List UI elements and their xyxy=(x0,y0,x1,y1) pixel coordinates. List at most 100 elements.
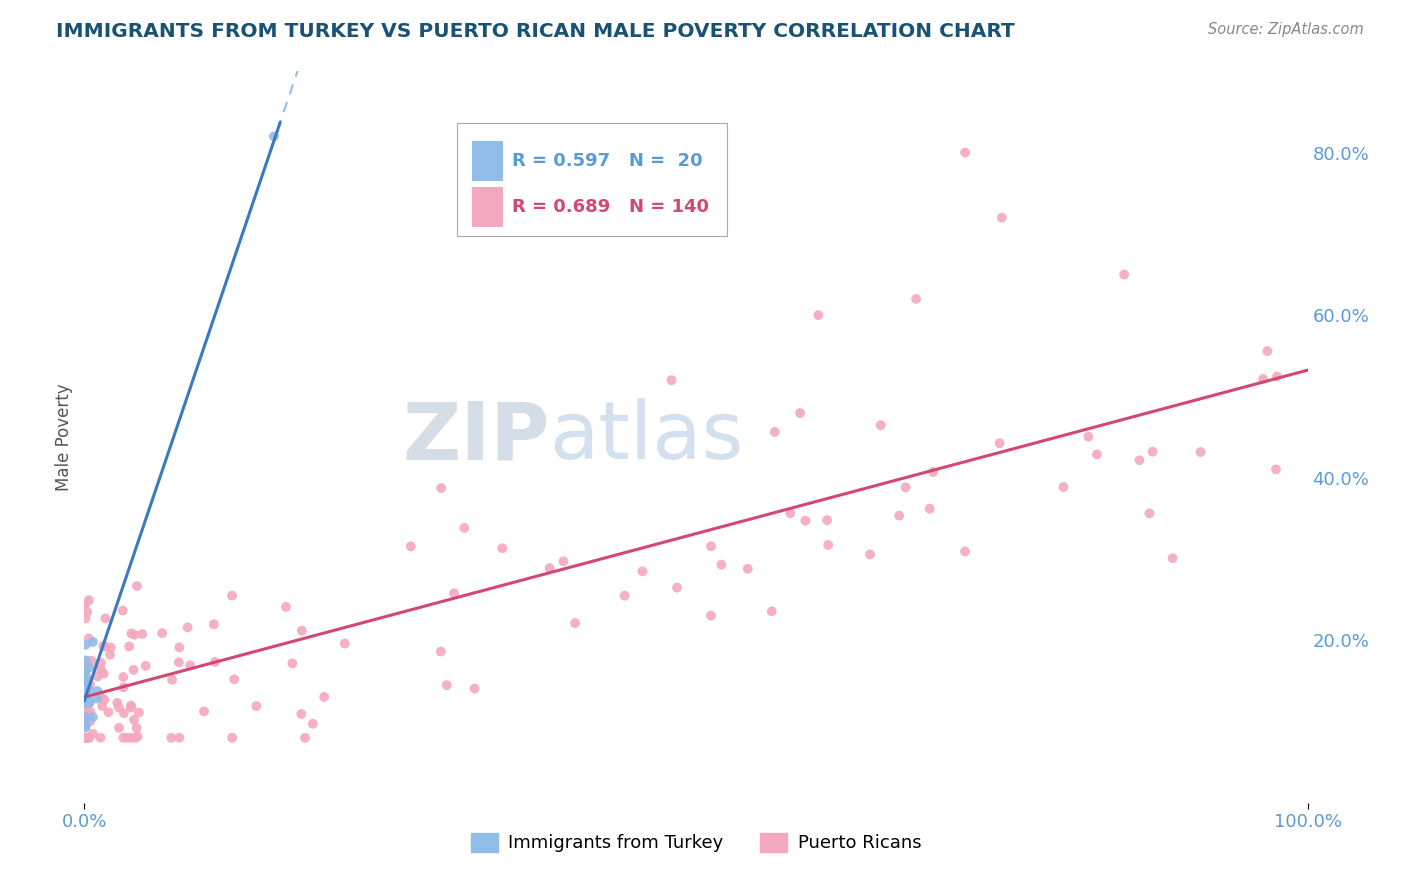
Point xyxy=(120,700,142,714)
Point xyxy=(453,521,475,535)
Point xyxy=(761,604,783,618)
Point xyxy=(77,654,100,668)
Point xyxy=(245,698,267,713)
Point xyxy=(905,292,928,306)
Point xyxy=(94,640,117,654)
Point xyxy=(333,637,356,651)
Point xyxy=(1189,445,1212,459)
Point xyxy=(93,666,115,681)
Point xyxy=(1161,551,1184,566)
Point xyxy=(125,721,148,735)
Point xyxy=(75,709,97,723)
Point xyxy=(202,617,225,632)
Point xyxy=(75,611,97,625)
Point xyxy=(150,626,173,640)
Point xyxy=(75,731,97,745)
Point xyxy=(443,586,465,600)
Point xyxy=(75,731,97,745)
Point xyxy=(294,731,316,745)
Point xyxy=(763,425,786,439)
Point xyxy=(160,731,183,745)
Point xyxy=(859,548,882,562)
Point xyxy=(75,660,97,674)
Point xyxy=(79,678,101,692)
Point xyxy=(953,544,976,558)
Point xyxy=(128,706,150,720)
Point xyxy=(112,681,135,695)
Point xyxy=(794,514,817,528)
Point xyxy=(922,465,945,479)
Point xyxy=(75,690,97,705)
Point xyxy=(290,706,312,721)
Point xyxy=(553,554,575,568)
Point xyxy=(77,731,100,745)
Point xyxy=(76,605,98,619)
Point xyxy=(77,731,100,745)
Point xyxy=(124,731,146,745)
Point xyxy=(75,694,97,708)
Point xyxy=(76,715,98,730)
Point xyxy=(122,663,145,677)
Point xyxy=(91,699,114,714)
Point xyxy=(302,716,325,731)
Text: IMMIGRANTS FROM TURKEY VS PUERTO RICAN MALE POVERTY CORRELATION CHART: IMMIGRANTS FROM TURKEY VS PUERTO RICAN M… xyxy=(56,22,1015,41)
Point xyxy=(869,418,891,433)
Point xyxy=(77,682,100,697)
Point xyxy=(75,697,97,711)
Point xyxy=(666,581,689,595)
FancyBboxPatch shape xyxy=(457,122,727,235)
Point xyxy=(120,626,142,640)
Point xyxy=(179,658,201,673)
Point xyxy=(77,673,100,687)
Point xyxy=(789,406,811,420)
Point xyxy=(1265,462,1288,476)
Point xyxy=(105,696,128,710)
Point xyxy=(169,640,191,655)
Point xyxy=(807,308,830,322)
Point xyxy=(97,705,120,719)
Point xyxy=(564,616,586,631)
Point xyxy=(274,599,297,614)
Point xyxy=(75,718,97,732)
Text: atlas: atlas xyxy=(550,398,744,476)
Point xyxy=(79,705,101,719)
Point xyxy=(889,508,911,523)
Point xyxy=(90,731,112,745)
Point xyxy=(314,690,336,704)
Bar xyxy=(472,187,503,227)
Point xyxy=(1052,480,1074,494)
Point xyxy=(779,506,801,520)
Point xyxy=(710,558,733,572)
Point xyxy=(82,727,104,741)
Point xyxy=(120,731,142,745)
Point xyxy=(75,669,97,683)
Point xyxy=(1256,344,1278,359)
Point xyxy=(75,677,97,691)
Point xyxy=(82,635,104,649)
Point xyxy=(120,698,142,713)
Point xyxy=(75,653,97,667)
Point xyxy=(224,673,246,687)
Point xyxy=(894,480,917,494)
Point xyxy=(75,703,97,717)
Point xyxy=(77,673,100,688)
Point xyxy=(1077,430,1099,444)
Point xyxy=(135,658,157,673)
Point xyxy=(1265,369,1288,384)
Point xyxy=(75,685,97,699)
Point xyxy=(75,656,97,670)
Point xyxy=(112,670,135,684)
Point xyxy=(79,714,101,729)
Text: ZIP: ZIP xyxy=(402,398,550,476)
Point xyxy=(204,655,226,669)
Point xyxy=(1142,444,1164,458)
Point xyxy=(111,603,134,617)
Text: Source: ZipAtlas.com: Source: ZipAtlas.com xyxy=(1208,22,1364,37)
Point xyxy=(127,730,149,744)
Point xyxy=(90,656,112,670)
Point xyxy=(1114,268,1136,282)
Point xyxy=(991,211,1014,225)
Point xyxy=(75,597,97,611)
Point xyxy=(1128,453,1150,467)
Point xyxy=(108,700,131,714)
